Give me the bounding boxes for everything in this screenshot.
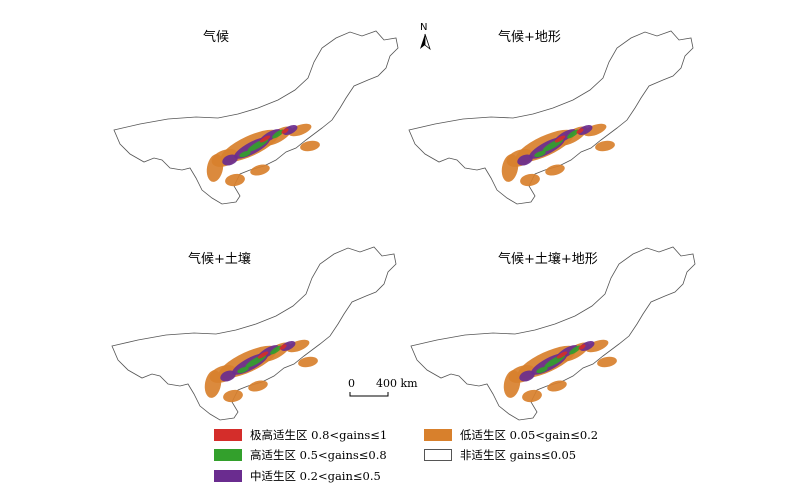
legend-swatch: [214, 449, 242, 461]
legend-swatch: [214, 470, 242, 482]
legend-swatch: [214, 429, 242, 441]
suitability-patch: [237, 366, 249, 374]
suitability-patch: [576, 128, 584, 134]
legend-item-high: 高适生区 0.5<gains≤0.8: [214, 448, 387, 462]
suitability-patch: [534, 150, 546, 158]
suitability-patch: [556, 351, 568, 359]
suitability-patch: [519, 370, 535, 382]
suitability-patch: [520, 173, 540, 187]
legend-label: 极高适生区 0.8<gains≤1: [250, 428, 388, 442]
legend-swatch: [424, 429, 452, 441]
suitability-patch: [298, 356, 318, 368]
scale-zero-label: 0: [348, 377, 355, 390]
suitability-patch: [259, 135, 271, 143]
suitability-patch: [204, 370, 222, 398]
suitability-patch: [597, 356, 617, 368]
scale-line: [349, 392, 389, 397]
north-arrow-icon: [420, 33, 431, 51]
suitability-patch: [222, 154, 238, 166]
north-arrow: N: [416, 22, 436, 54]
suitability-patch: [257, 351, 269, 359]
legend-label: 高适生区 0.5<gains≤0.8: [250, 448, 387, 462]
panel-title: 气候+地形: [498, 30, 561, 45]
legend-item-very-high: 极高适生区 0.8<gains≤1: [214, 428, 387, 442]
suitability-patch: [270, 345, 282, 355]
suitability-patch: [517, 154, 533, 166]
panel-title: 气候+土壤: [188, 252, 251, 267]
suitability-patch: [547, 380, 567, 392]
suitability-patch: [536, 366, 548, 374]
region-outline: [408, 30, 694, 205]
legend: 极高适生区 0.8<gains≤1 高适生区 0.5<gains≤0.8 中适生…: [214, 426, 634, 492]
suitability-patch: [595, 140, 615, 152]
map-svg: [410, 246, 696, 421]
map-layer: [113, 30, 399, 205]
suitability-patch: [545, 164, 565, 176]
suitability-patch: [220, 370, 236, 382]
suitability-patch: [206, 154, 224, 182]
map-panel-climate-soil: 气候+土壤: [100, 228, 400, 428]
suitability-patch: [281, 128, 289, 134]
north-label: N: [420, 22, 428, 33]
suitability-patch: [239, 150, 251, 158]
suitability-patch: [569, 345, 581, 355]
suitability-patch: [583, 123, 607, 137]
map-svg: [111, 246, 397, 421]
suitability-patch: [567, 129, 579, 139]
map-panel-climate-soil-terrain: 气候+土壤+地形: [395, 228, 696, 428]
panel-title: 气候+土壤+地形: [498, 252, 598, 267]
region-outline: [410, 246, 696, 421]
map-svg: [408, 30, 694, 205]
suitability-patch: [223, 389, 243, 403]
suitability-patch: [501, 154, 519, 182]
region-outline: [113, 30, 399, 205]
panel-title: 气候: [203, 30, 230, 45]
map-layer: [410, 246, 696, 421]
suitability-patch: [288, 123, 312, 137]
suitability-patch: [554, 135, 566, 143]
legend-item-low: 低适生区 0.05<gain≤0.2: [424, 428, 598, 442]
map-panel-climate-terrain: 气候+地形: [395, 18, 695, 218]
scale-max-label: 400 km: [376, 377, 418, 390]
suitability-patch: [272, 129, 284, 139]
suitability-patch: [522, 389, 542, 403]
suitability-patch: [250, 164, 270, 176]
legend-item-unsuitable: 非适生区 gains≤0.05: [424, 448, 576, 462]
legend-swatch: [424, 449, 452, 461]
suitability-patch: [286, 339, 310, 353]
legend-item-medium: 中适生区 0.2<gain≤0.5: [214, 469, 381, 483]
suitability-patch: [503, 370, 521, 398]
region-outline: [111, 246, 397, 421]
legend-label: 非适生区 gains≤0.05: [460, 448, 577, 462]
map-svg: [113, 30, 399, 205]
suitability-patch: [248, 380, 268, 392]
scale-bar: 0 400 km: [346, 377, 446, 401]
map-layer: [111, 246, 397, 421]
map-panel-climate: 气候: [100, 18, 400, 218]
suitability-patch: [225, 173, 245, 187]
suitability-patch: [279, 344, 287, 350]
suitability-patch: [585, 339, 609, 353]
suitability-patch: [578, 344, 586, 350]
legend-label: 低适生区 0.05<gain≤0.2: [460, 428, 599, 442]
map-layer: [408, 30, 694, 205]
suitability-patch: [300, 140, 320, 152]
legend-label: 中适生区 0.2<gain≤0.5: [250, 469, 381, 483]
